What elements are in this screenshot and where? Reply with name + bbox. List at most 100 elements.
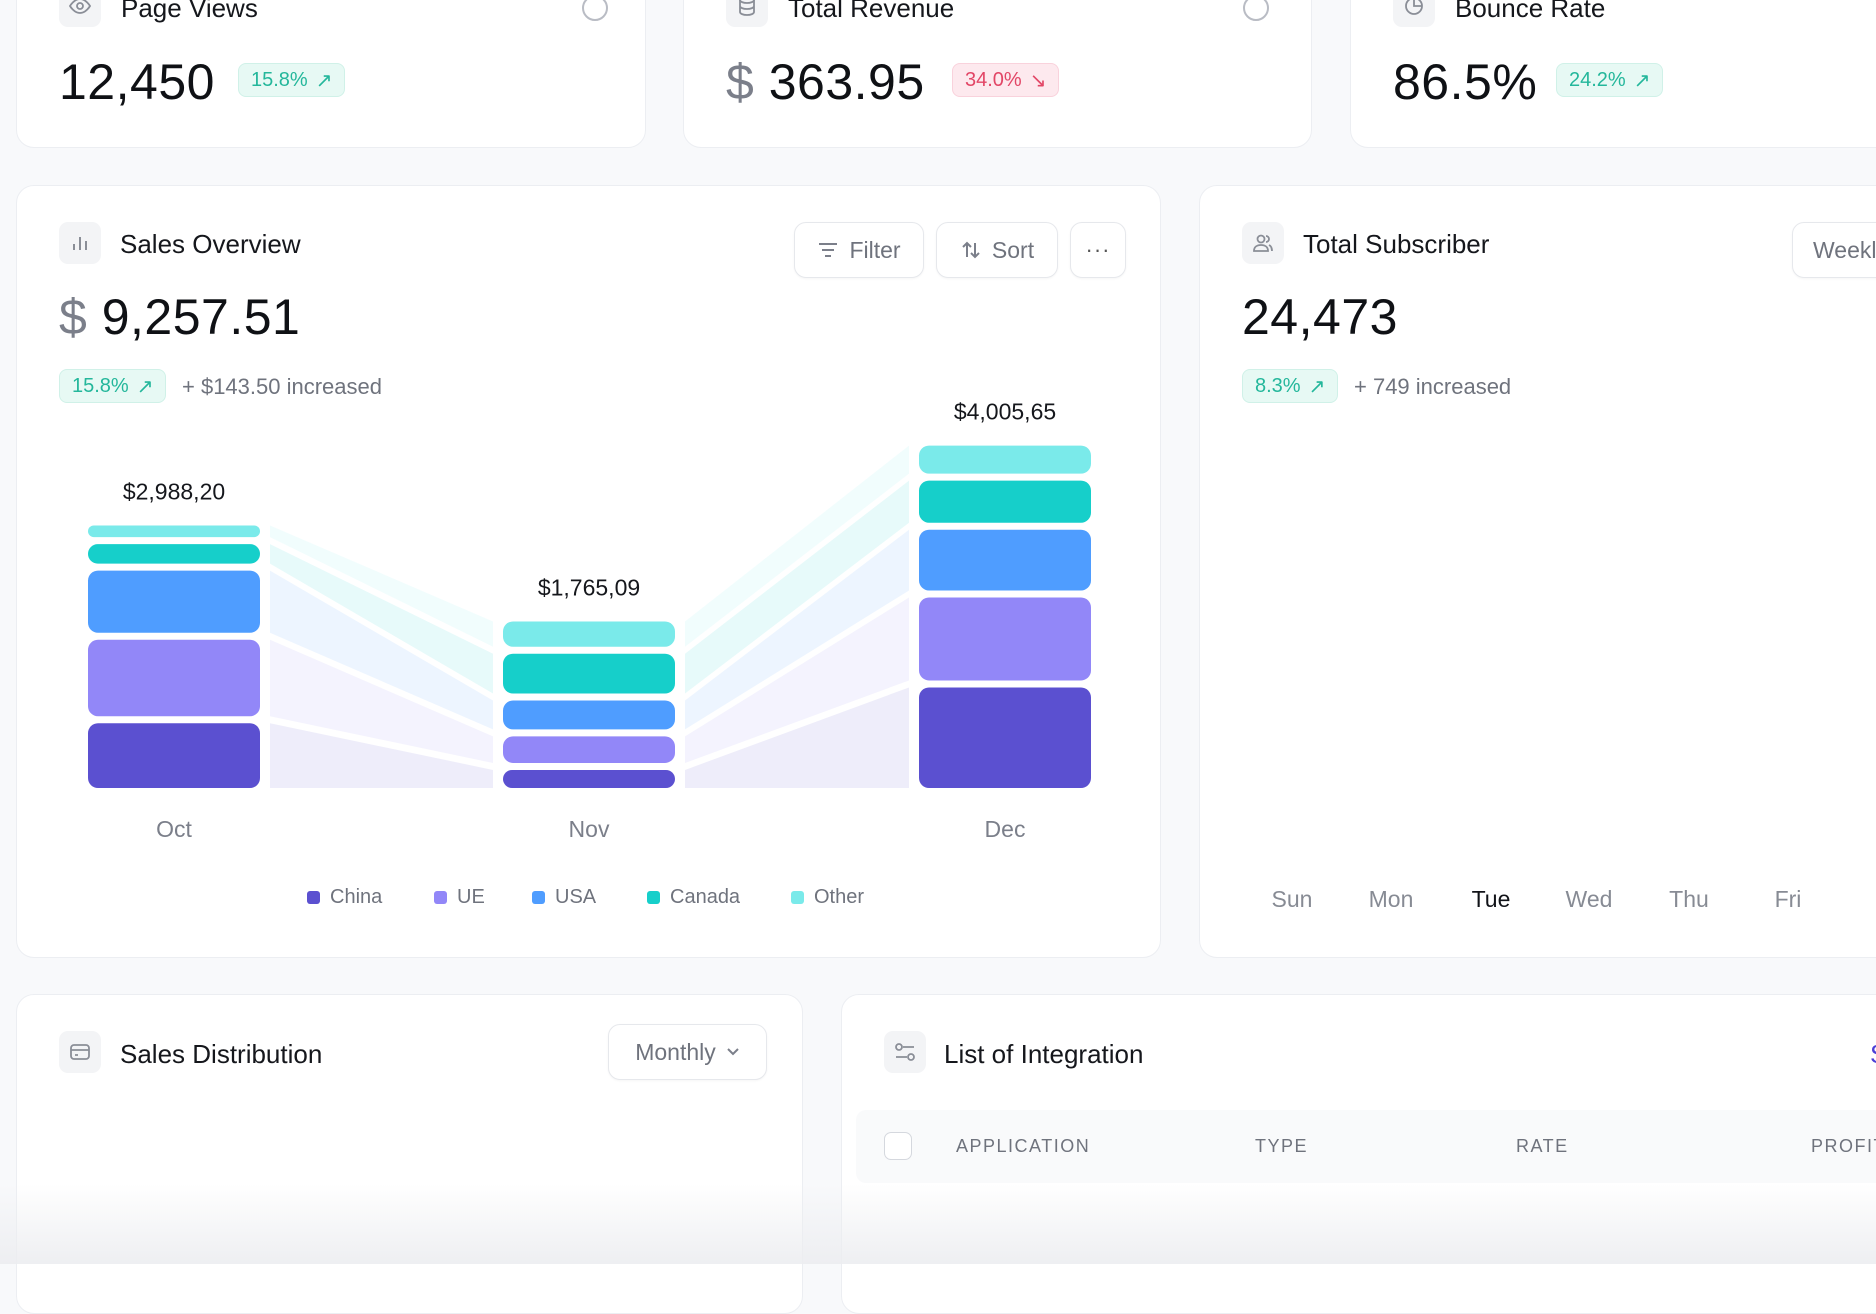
bar-segment-dec-usa[interactable] — [919, 529, 1091, 591]
more-options-button[interactable]: ··· — [1070, 222, 1126, 278]
sort-button[interactable]: Sort — [936, 222, 1058, 278]
day-label[interactable]: Wed — [1565, 886, 1613, 912]
day-label-active[interactable]: Tue — [1471, 886, 1511, 912]
period-label: Monthly — [635, 1038, 716, 1065]
flow-band-ue — [685, 597, 909, 763]
day-label[interactable]: Fri — [1774, 886, 1802, 912]
stat-value: 86.5% — [1393, 54, 1538, 110]
select-all-checkbox[interactable] — [884, 1132, 912, 1160]
trend-badge: 34.0% ↘ — [952, 63, 1060, 97]
bar-segment-oct-canada[interactable] — [88, 544, 260, 564]
total-label: $2,988,20 — [123, 478, 225, 504]
period-dropdown[interactable]: Monthly — [608, 1024, 767, 1080]
stat-card-bounce-rate: Bounce Rate 86.5% 24.2% ↗ — [1350, 0, 1876, 148]
bar-segment-nov-usa[interactable] — [503, 700, 675, 730]
stat-value: $ 363.95 — [726, 53, 925, 111]
column-header-rate[interactable]: RATE — [1516, 1136, 1569, 1156]
flow-band-canada — [685, 480, 909, 694]
bar-segment-oct-other[interactable] — [88, 525, 260, 538]
stat-card-page-views: Page Views 12,450 15.8% ↗ — [16, 0, 646, 148]
arrow-down-right-icon: ↘ — [1029, 69, 1047, 92]
bar-segment-nov-china[interactable] — [503, 769, 675, 788]
bar-segment-dec-canada[interactable] — [919, 480, 1091, 523]
bar-segment-nov-other[interactable] — [503, 621, 675, 647]
filter-icon — [819, 243, 838, 257]
day-label[interactable]: Mon — [1368, 886, 1414, 912]
card-title: Total Subscriber — [1303, 229, 1490, 259]
subscriber-card: Total Subscriber Weekly 24,473 8.3% ↗ + 7… — [1199, 185, 1876, 958]
eye-icon — [59, 0, 101, 27]
card-title: Sales Overview — [120, 229, 301, 259]
currency-symbol: $ — [726, 54, 755, 110]
bar-segment-oct-china[interactable] — [88, 723, 260, 788]
legend-label: UE — [457, 886, 485, 908]
legend-item-china[interactable]: China — [307, 886, 382, 909]
integration-card: List of Integration S APPLICATION TYPE R… — [841, 994, 1876, 1314]
stat-title: Page Views — [121, 0, 258, 23]
bar-segment-dec-other[interactable] — [919, 445, 1091, 474]
sliders-icon — [884, 1031, 926, 1073]
card-title: List of Integration — [944, 1039, 1144, 1069]
bar-segment-dec-ue[interactable] — [919, 597, 1091, 681]
delta-text: + 749 increased — [1354, 374, 1512, 399]
stat-value: 12,450 — [59, 54, 215, 110]
flow-band-china — [685, 687, 909, 788]
wallet-icon — [59, 1031, 101, 1073]
legend-swatch — [434, 891, 447, 904]
x-tick-label: Dec — [985, 816, 1026, 842]
legend-swatch — [532, 891, 545, 904]
legend-item-usa[interactable]: USA — [532, 886, 596, 909]
flow-band-usa — [685, 529, 909, 730]
total-label: $1,765,09 — [538, 574, 640, 600]
trend-badge: 15.8% ↗ — [59, 369, 167, 403]
flow-band-ue — [270, 639, 493, 763]
flow-band-china — [270, 723, 493, 788]
value-text: 9,257.51 — [101, 289, 301, 345]
legend-label: China — [330, 886, 383, 908]
bar-segment-oct-ue[interactable] — [88, 639, 260, 717]
flow-band-other — [685, 445, 909, 647]
badge-text: 24.2% — [1569, 68, 1626, 91]
stat-title: Total Revenue — [788, 0, 955, 23]
arrow-up-right-icon: ↗ — [1308, 375, 1326, 398]
sales-distribution-card: Sales Distribution Monthly — [16, 994, 803, 1314]
currency-symbol: $ — [59, 289, 88, 345]
trend-badge: 24.2% ↗ — [1556, 63, 1664, 97]
arrow-up-right-icon: ↗ — [136, 375, 154, 398]
badge-text: 15.8% — [72, 374, 129, 397]
legend-item-canada[interactable]: Canada — [647, 886, 740, 909]
bar-segment-oct-usa[interactable] — [88, 570, 260, 633]
legend-item-ue[interactable]: UE — [434, 886, 485, 909]
trend-badge: 15.8% ↗ — [238, 63, 346, 97]
filter-button[interactable]: Filter — [794, 222, 924, 278]
see-all-link[interactable]: S — [1870, 1039, 1876, 1070]
legend-swatch — [791, 891, 804, 904]
badge-text: 34.0% — [965, 68, 1022, 91]
chevron-down-icon — [727, 1048, 739, 1056]
badge-text: 15.8% — [251, 68, 308, 91]
legend-label: Other — [814, 886, 865, 908]
badge-text: 8.3% — [1255, 374, 1301, 397]
day-label[interactable]: Thu — [1669, 886, 1709, 912]
table-header: APPLICATION TYPE RATE PROFIT — [856, 1110, 1876, 1183]
x-tick-label: Nov — [569, 816, 610, 842]
column-header-type[interactable]: TYPE — [1255, 1136, 1309, 1156]
sort-icon — [962, 241, 980, 259]
flow-band-canada — [270, 544, 493, 694]
bar-segment-nov-canada[interactable] — [503, 653, 675, 694]
subscriber-total: 24,473 — [1242, 289, 1398, 345]
column-header-profit[interactable]: PROFIT — [1811, 1136, 1876, 1156]
chart-legend: China UE USA Canada Other — [17, 886, 1162, 916]
column-header-application[interactable]: APPLICATION — [956, 1136, 1091, 1156]
flow-band-usa — [270, 570, 493, 730]
period-label: Weekly — [1813, 236, 1876, 263]
bar-segment-nov-ue[interactable] — [503, 736, 675, 763]
filter-label: Filter — [849, 236, 901, 263]
info-icon[interactable] — [582, 0, 608, 21]
day-label[interactable]: Sun — [1271, 886, 1313, 912]
info-icon[interactable] — [1243, 0, 1269, 21]
bar-segment-dec-china[interactable] — [919, 687, 1091, 788]
period-dropdown[interactable]: Weekly — [1792, 222, 1876, 278]
legend-item-other[interactable]: Other — [791, 886, 864, 909]
stat-card-total-revenue: Total Revenue $ 363.95 34.0% ↘ — [683, 0, 1312, 148]
